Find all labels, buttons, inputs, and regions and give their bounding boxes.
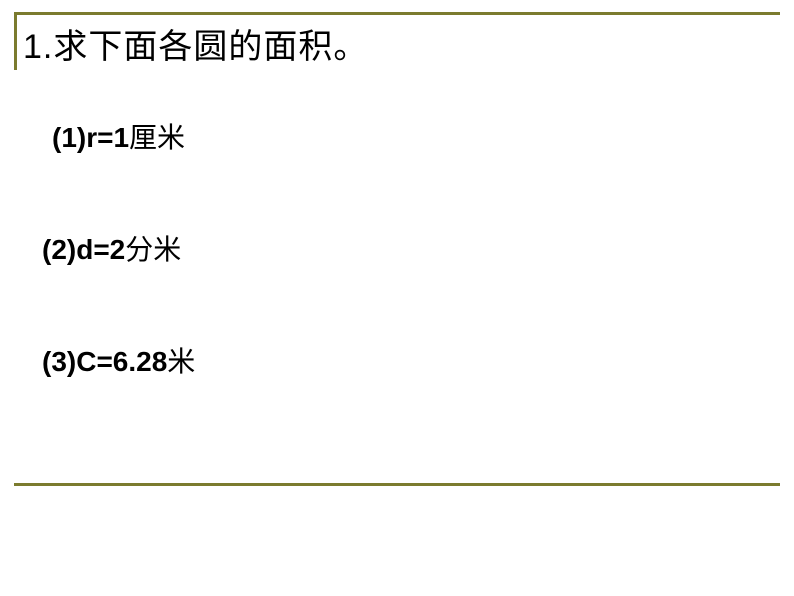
problem-unit-3: 米 <box>167 347 195 378</box>
slide-title: 1.求下面各圆的面积。 <box>23 15 780 70</box>
problem-unit-2: 分米 <box>125 235 181 266</box>
problem-label-3: (3)C=6.28 <box>42 346 167 377</box>
slide-container: 1.求下面各圆的面积。 (1)r=1厘米 (2)d=2分米 (3)C=6.28米 <box>0 0 794 596</box>
problem-unit-1: 厘米 <box>129 123 185 154</box>
problem-label-1: (1)r=1 <box>52 122 129 153</box>
problem-item-3: (3)C=6.28米 <box>42 340 780 380</box>
bottom-accent-line <box>14 483 780 486</box>
title-box: 1.求下面各圆的面积。 <box>14 12 780 70</box>
problem-item-1: (1)r=1厘米 <box>42 116 780 156</box>
problem-label-2: (2)d=2 <box>42 234 125 265</box>
problem-item-2: (2)d=2分米 <box>42 228 780 268</box>
problem-list: (1)r=1厘米 (2)d=2分米 (3)C=6.28米 <box>14 70 780 380</box>
